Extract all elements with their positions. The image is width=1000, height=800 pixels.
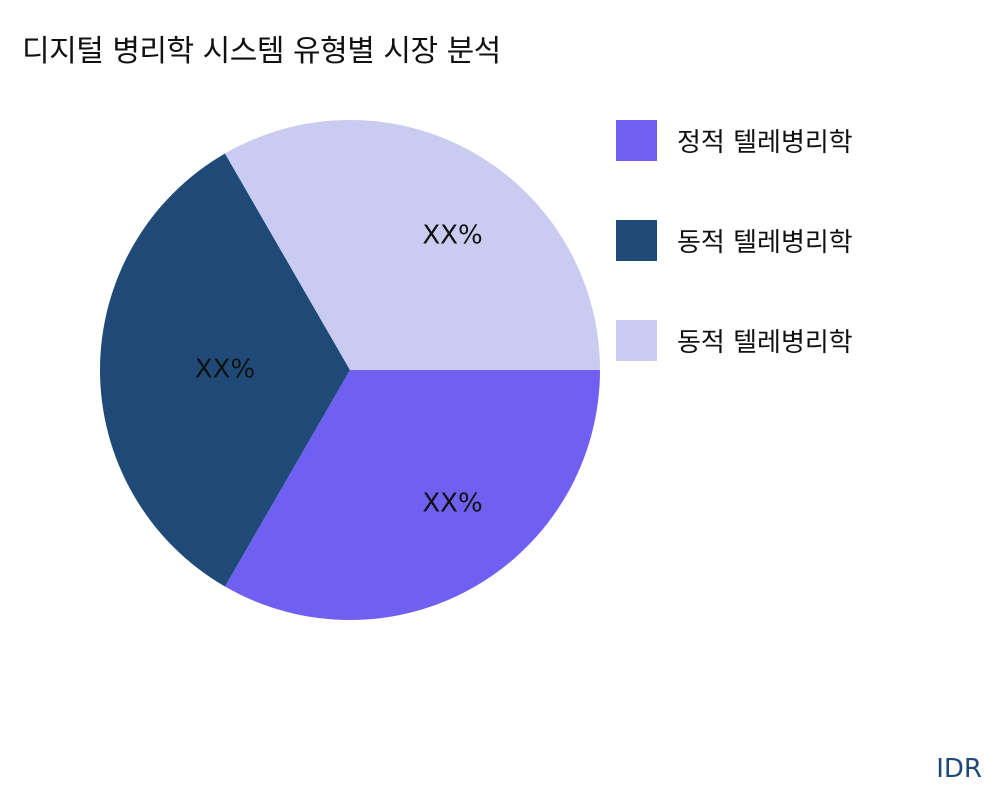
legend-item: 정적 텔레병리학	[616, 119, 853, 161]
legend-label: 동적 텔레병리학	[677, 327, 853, 358]
legend-item: 동적 텔레병리학	[616, 319, 853, 361]
slice-data-label: XX%	[422, 489, 482, 519]
slice-data-label: XX%	[195, 355, 255, 385]
legend: 정적 텔레병리학 동적 텔레병리학 동적 텔레병리학	[616, 119, 853, 420]
pie-slice	[225, 370, 600, 620]
legend-item: 동적 텔레병리학	[616, 219, 853, 261]
legend-swatch	[616, 219, 657, 261]
legend-swatch	[616, 319, 657, 361]
slice-data-label: XX%	[422, 220, 482, 250]
source-label: IDR	[936, 754, 982, 784]
legend-swatch	[616, 119, 657, 161]
legend-label: 정적 텔레병리학	[677, 127, 853, 158]
chart-title: 디지털 병리학 시스템 유형별 시장 분석	[22, 34, 501, 69]
legend-label: 동적 텔레병리학	[677, 227, 853, 258]
pie-slice	[225, 119, 600, 370]
